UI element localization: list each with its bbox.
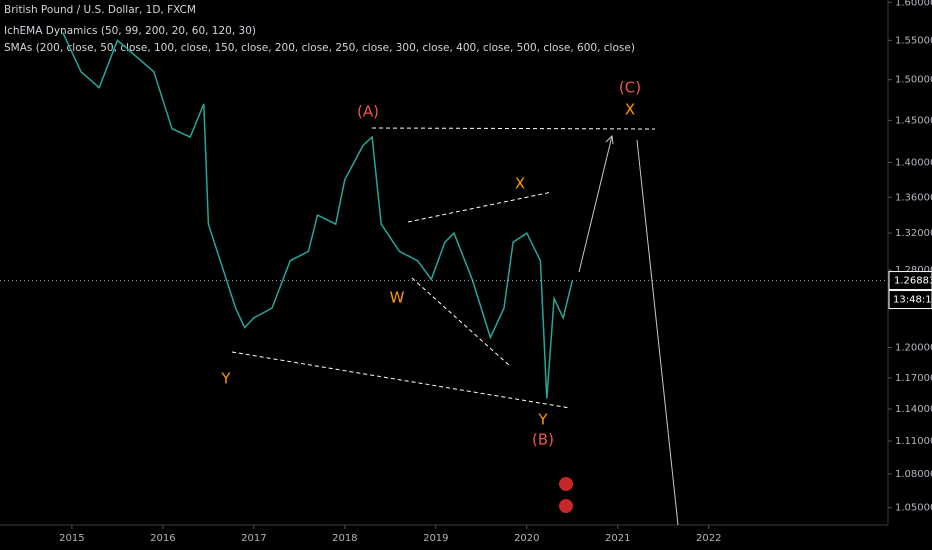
annotations: (A) (C) X X W Y Y (B) <box>220 79 641 449</box>
projection-arrows <box>578 134 679 526</box>
y-tick-label: 1.55000 <box>895 35 932 46</box>
x-tick-label: 2015 <box>59 533 84 544</box>
wave-label: Y <box>220 370 231 388</box>
chart-icons <box>559 477 573 513</box>
wave-label: W <box>390 289 405 307</box>
symbol-title: British Pound / U.S. Dollar, 1D, FXCM <box>4 4 196 16</box>
wave-label: (C) <box>619 79 641 97</box>
wave-label: X <box>515 175 525 193</box>
y-tick-label: 1.40000 <box>895 157 932 168</box>
countdown-label: 13:48:14 <box>893 295 932 306</box>
price-line <box>62 32 574 399</box>
y-tick-label: 1.11000 <box>895 436 932 447</box>
y-tick-label: 1.20000 <box>895 342 932 353</box>
indicator-label: SMAs (200, close, 50, close, 100, close,… <box>4 42 635 54</box>
y-tick-label: 1.50000 <box>895 75 932 86</box>
price-label-box <box>888 271 932 291</box>
x-tick-label: 2022 <box>696 533 721 544</box>
y-tick-label: 1.32000 <box>895 228 932 239</box>
y-tick-label: 1.05000 <box>895 503 932 514</box>
countdown-box <box>888 290 932 310</box>
x-tick-label: 2016 <box>150 533 175 544</box>
y-tick-label: 1.08000 <box>895 469 932 480</box>
wave-label: (B) <box>532 431 554 449</box>
current-price-label: 1.26883 <box>894 276 932 287</box>
y-tick-label: 1.14000 <box>895 404 932 415</box>
wave-label: X <box>625 101 635 119</box>
y-tick-label: 1.45000 <box>895 115 932 126</box>
x-tick-label: 2018 <box>332 533 357 544</box>
wave-label: Y <box>537 411 548 429</box>
y-tick-label: 1.17000 <box>895 373 932 384</box>
wave-label: (A) <box>357 103 379 121</box>
y-tick-label: 1.36000 <box>895 192 932 203</box>
x-tick-label: 2017 <box>241 533 266 544</box>
x-tick-label: 2021 <box>605 533 630 544</box>
y-tick-label: 1.60000 <box>895 0 932 8</box>
trend-lines <box>231 127 656 409</box>
y-tick-label: 1.28000 <box>895 265 932 276</box>
indicator-label: IchEMA Dynamics (50, 99, 200, 20, 60, 12… <box>4 25 256 37</box>
x-tick-label: 2020 <box>514 533 539 544</box>
x-tick-label: 2019 <box>423 533 448 544</box>
